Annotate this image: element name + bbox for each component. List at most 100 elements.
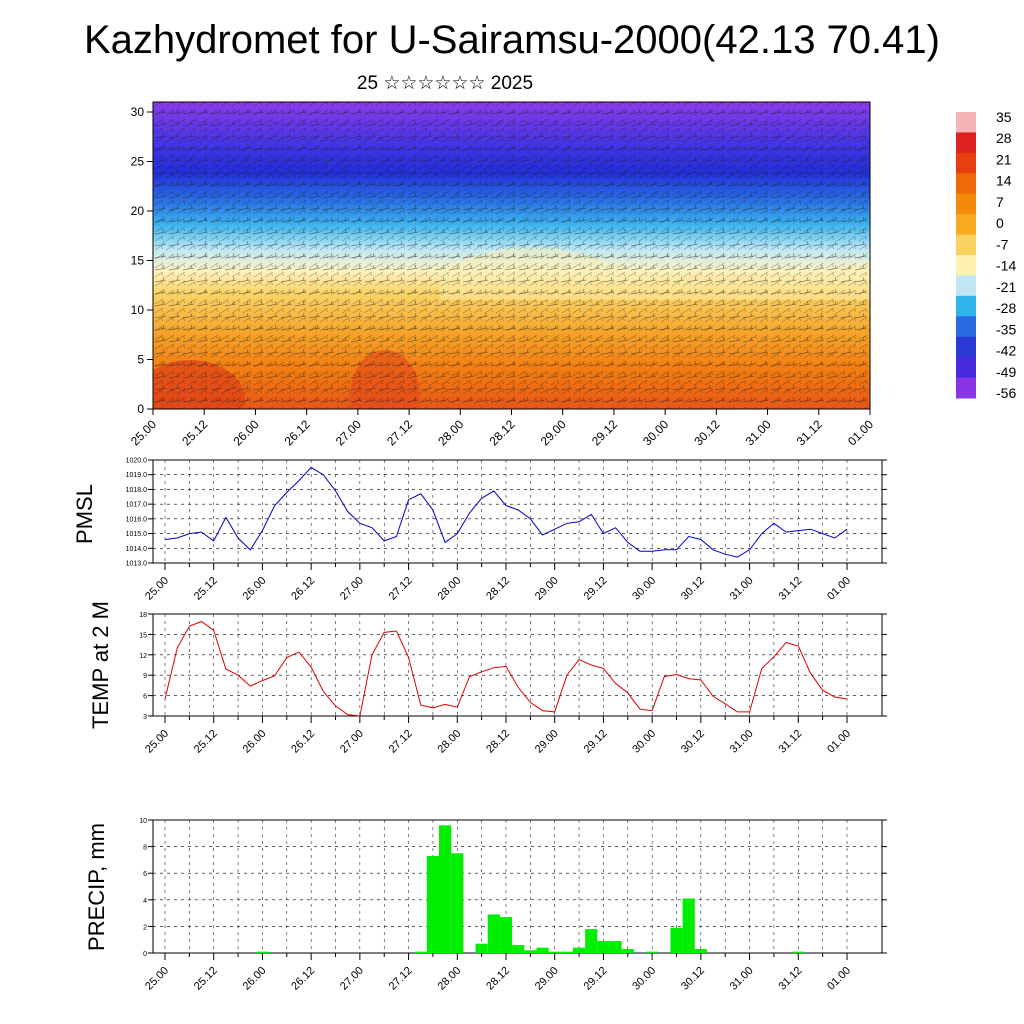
x-tick-label: 26.00 [241, 965, 269, 993]
colorbar-label: 28 [996, 130, 1012, 146]
y-tick-label: 20 [131, 204, 145, 218]
x-tick-label: 26.00 [241, 728, 269, 756]
precip-bar [256, 951, 269, 953]
x-tick-label: 31.00 [743, 417, 774, 448]
x-tick-label: 26.12 [289, 575, 317, 603]
x-tick-label: 30.12 [679, 728, 707, 756]
x-tick-label: 30.00 [630, 728, 658, 756]
precip-bar [414, 951, 427, 953]
x-tick-label: 26.00 [230, 417, 261, 448]
precip-bar [499, 917, 513, 953]
colorbar-swatch [956, 357, 976, 379]
y-tick-label: 30 [131, 105, 145, 119]
x-tick-label: 27.12 [387, 965, 415, 993]
y-tick-label: 10 [131, 303, 145, 317]
precip-bar [524, 950, 537, 953]
colorbar-label: 21 [996, 151, 1012, 167]
x-tick-label: 31.12 [776, 728, 804, 756]
y-tick-label: 8 [143, 845, 147, 852]
y-tick-label: 0 [137, 402, 144, 416]
precip-bar [548, 951, 561, 953]
x-tick-label: 28.12 [484, 728, 512, 756]
heatmap-x-axis: 25.00 25.12 26.00 26.12 27.00 27.12 28.00 28.12… [128, 409, 876, 448]
x-tick-label: 26.12 [289, 728, 317, 756]
x-tick-label: 01.00 [825, 575, 853, 603]
x-tick-label: 29.00 [533, 728, 561, 756]
y-tick-label: 1019.0 [126, 472, 148, 479]
x-tick-label: 28.00 [435, 417, 466, 448]
colorbar-swatch [956, 173, 976, 195]
x-tick-label: 27.00 [338, 575, 366, 603]
colorbar-swatch [956, 255, 976, 276]
x-tick-label: 01.00 [845, 417, 876, 448]
precipitation-panel: 0 2 4 6 8 10 25.00 25.12 26.00 26.12 27.00 27.12 28.… [84, 818, 887, 993]
colorbar-swatch [956, 132, 976, 154]
colorbar-swatch [956, 295, 976, 317]
x-tick-label: 31.00 [728, 575, 756, 603]
x-tick-label: 25.12 [179, 417, 210, 448]
colorbar-swatch [956, 316, 976, 338]
x-tick-label: 27.12 [384, 417, 415, 448]
colorbar-swatch [956, 214, 976, 236]
colorbar-swatch [956, 193, 976, 215]
y-tick-label: 1018.0 [126, 487, 148, 494]
x-tick-label: 27.12 [387, 728, 415, 756]
colorbar-label: 35 [996, 109, 1012, 125]
colorbar-swatch [956, 377, 976, 399]
colorbar-label: 14 [996, 173, 1012, 189]
x-tick-label: 30.00 [630, 965, 658, 993]
y-tick-label: 15 [139, 632, 147, 639]
precip-bar [451, 853, 464, 953]
x-tick-label: 31.12 [776, 575, 804, 603]
x-tick-label: 27.00 [333, 417, 364, 448]
precip-bar [512, 945, 525, 953]
x-tick-label: 31.12 [776, 965, 804, 993]
x-tick-label: 27.12 [387, 575, 415, 603]
precip-bar [585, 929, 598, 953]
temp-axis-label: TEMP at 2 M [88, 601, 113, 729]
y-tick-label: 6 [143, 871, 147, 878]
colorbar-label: -14 [996, 258, 1016, 274]
x-tick-label: 25.12 [192, 728, 220, 756]
precip-bar [670, 927, 683, 953]
y-tick-label: 15 [131, 254, 145, 268]
precip-bar [694, 949, 707, 953]
x-tick-label: 26.00 [241, 575, 269, 603]
x-tick-label: 29.12 [582, 575, 610, 603]
x-tick-label: 31.00 [728, 728, 756, 756]
x-tick-label: 01.00 [825, 965, 853, 993]
colorbar-label: -7 [996, 236, 1009, 252]
precip-axis-label: PRECIP, mm [84, 823, 109, 951]
precip-bar [560, 951, 573, 953]
x-tick-label: 30.12 [679, 965, 707, 993]
colorbar-label: -49 [996, 364, 1016, 380]
colorbar-label: -21 [996, 279, 1016, 295]
temperature-wind-field-panel: 0 5 10 15 20 25 30 25.00 25.12 26.00 26.12 27.00 27… [128, 101, 876, 448]
x-tick-label: 27.00 [338, 965, 366, 993]
chart-title: Kazhydromet for U-Sairamsu-2000(42.13 70… [84, 18, 940, 62]
colorbar-label: 0 [996, 215, 1004, 231]
pmsl-panel: 1013.0 1014.0 1015.0 1016.0 1017.0 1018.0 1019… [72, 458, 887, 603]
x-tick-label: 30.12 [679, 575, 707, 603]
x-tick-label: 29.12 [582, 965, 610, 993]
precip-bar [609, 941, 622, 953]
x-tick-label: 28.12 [484, 575, 512, 603]
x-tick-label: 25.00 [143, 575, 171, 603]
x-tick-label: 29.00 [533, 575, 561, 603]
y-tick-label: 0 [143, 951, 147, 958]
y-tick-label: 1014.0 [126, 546, 148, 553]
x-tick-label: 25.00 [143, 728, 171, 756]
precip-bar [426, 855, 440, 953]
precip-bar [475, 943, 488, 953]
y-tick-label: 3 [143, 714, 147, 721]
precip-bar [682, 898, 695, 953]
x-tick-label: 28.00 [435, 728, 463, 756]
y-tick-label: 1015.0 [126, 531, 148, 538]
x-tick-label: 29.12 [589, 417, 620, 448]
x-tick-label: 26.12 [282, 417, 313, 448]
precip-bar [536, 947, 549, 953]
x-tick-label: 28.00 [435, 965, 463, 993]
y-tick-label: 18 [139, 612, 147, 619]
x-tick-label: 29.00 [533, 965, 561, 993]
